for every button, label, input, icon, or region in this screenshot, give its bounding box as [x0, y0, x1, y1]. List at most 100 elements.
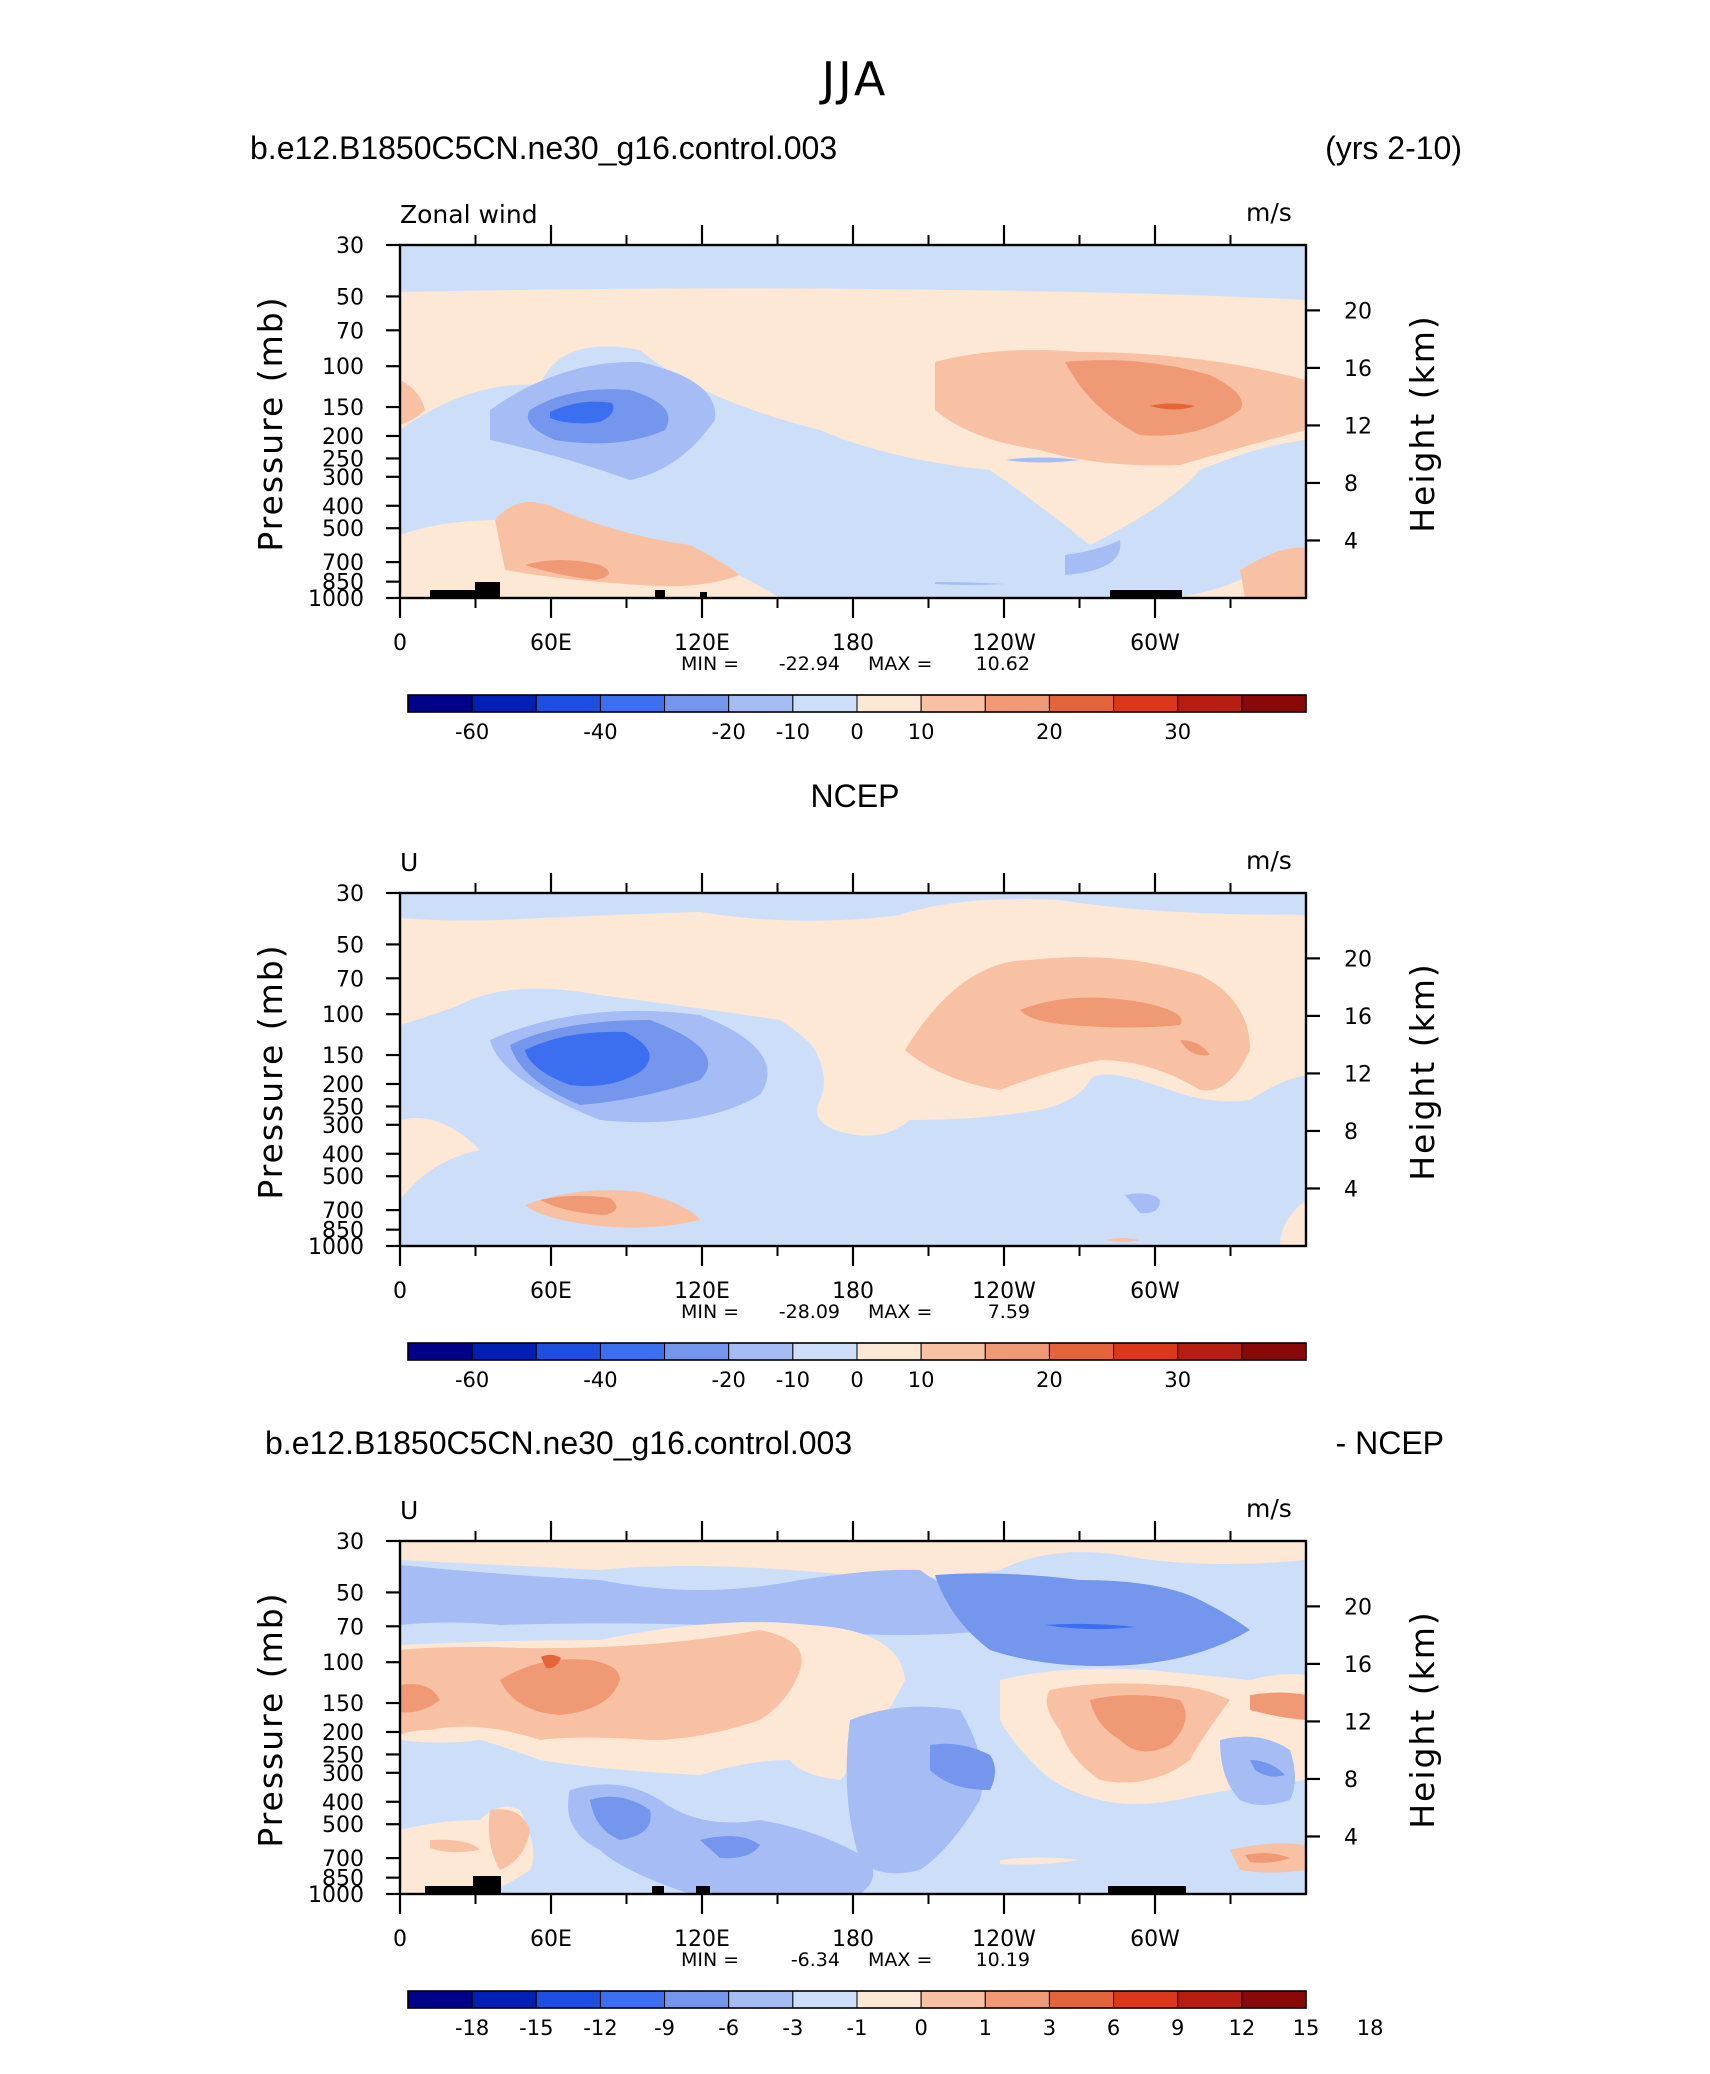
colorbar-frame — [407, 1990, 1307, 2009]
colorbar-label: 0 — [850, 1368, 863, 1392]
y-tick-label: 250 — [322, 447, 364, 472]
colorbar-label: -20 — [712, 1368, 746, 1392]
panel3-plot — [398, 1539, 1308, 1896]
y-tick-label: 300 — [322, 1762, 364, 1787]
colorbar-label: 0 — [914, 2016, 927, 2040]
colorbar-swatch — [1048, 1342, 1115, 1361]
colorbar-label: 10 — [908, 720, 935, 744]
y-axis-label: Pressure (mb) — [251, 1591, 290, 1847]
colorbar-swatch — [1241, 1990, 1307, 2009]
y-tick-label: 1000 — [308, 1883, 364, 1908]
colorbar-swatch — [471, 1990, 537, 2009]
y-tick-label: 30 — [336, 1530, 364, 1555]
colorbar-label: 18 — [1357, 2016, 1384, 2040]
x-tick-label: 60W — [1130, 1927, 1180, 1952]
panel3-units-label: m/s — [1246, 1494, 1292, 1523]
colorbar-swatch — [856, 1342, 922, 1361]
colorbar-label: -40 — [583, 1368, 617, 1392]
y-tick-label: 250 — [322, 1095, 364, 1120]
axes-layer: Zonal wind m/s0 60E 120E 180 120W 60W305070100… — [251, 198, 1442, 2040]
colorbar-swatch — [728, 1342, 794, 1361]
x-tick-label: 0 — [393, 1927, 407, 1952]
colorbar-frame — [407, 694, 1307, 713]
y2-tick-label: 16 — [1344, 1653, 1372, 1678]
colorbar-swatch — [664, 1990, 730, 2009]
colorbar-swatch — [407, 1990, 473, 2009]
y-axis-label: Pressure (mb) — [251, 295, 290, 551]
max-label: MAX = — [868, 1301, 932, 1323]
y-tick-label: 700 — [322, 1199, 364, 1224]
colorbar-swatch — [535, 694, 601, 713]
colorbar-swatch — [856, 694, 922, 713]
y-tick-label: 200 — [322, 1721, 364, 1746]
colorbar-swatch — [471, 1342, 537, 1361]
y-tick-label: 200 — [322, 1073, 364, 1098]
colorbar-label: 30 — [1164, 720, 1191, 744]
y-tick-label: 70 — [336, 319, 364, 344]
panel2-title: NCEP — [810, 778, 900, 814]
colorbar-swatch — [664, 694, 730, 713]
colorbar-swatch — [792, 1990, 858, 2009]
y-tick-label: 500 — [322, 1165, 364, 1190]
y-tick-label: 850 — [322, 1219, 364, 1244]
colorbar-label: 12 — [1228, 2016, 1255, 2040]
colorbar-swatch — [407, 1342, 473, 1361]
x-tick-label: 60E — [530, 1279, 572, 1304]
colorbar-swatch — [920, 1990, 986, 2009]
y2-tick-label: 16 — [1344, 357, 1372, 382]
min-value: -28.09 — [779, 1301, 840, 1323]
y2-axis-label: Height (km) — [1403, 314, 1442, 533]
colorbar-swatch — [599, 1342, 666, 1361]
y-tick-label: 1000 — [308, 587, 364, 612]
colorbar-label: 0 — [850, 720, 863, 744]
colorbar-swatch — [984, 1342, 1050, 1361]
y-tick-label: 70 — [336, 1615, 364, 1640]
colorbar-label: -10 — [776, 720, 810, 744]
y2-tick-label: 20 — [1344, 1595, 1372, 1620]
y-tick-label: 30 — [336, 234, 364, 259]
x-tick-label: 180 — [832, 631, 874, 656]
max-label: MAX = — [868, 1949, 932, 1971]
min-label: MIN = — [681, 653, 739, 675]
panel2-units-label: m/s — [1246, 846, 1292, 875]
colorbar-swatch — [1177, 1990, 1243, 2009]
y2-tick-label: 4 — [1344, 529, 1358, 554]
min-label: MIN = — [681, 1301, 739, 1323]
y-tick-label: 700 — [322, 551, 364, 576]
colorbar-label: -60 — [455, 1368, 489, 1392]
colorbar-swatch — [984, 694, 1050, 713]
colorbar-swatch — [471, 694, 537, 713]
colorbar-swatch — [792, 694, 858, 713]
y-tick-label: 850 — [322, 1867, 364, 1892]
y-tick-label: 100 — [322, 1003, 364, 1028]
colorbar-label: -6 — [718, 2016, 739, 2040]
x-tick-label: 120E — [674, 1279, 730, 1304]
x-tick-label: 60E — [530, 631, 572, 656]
panel2-variable-label: U — [400, 848, 418, 877]
colorbar-swatch — [407, 694, 473, 713]
y-tick-label: 50 — [336, 1581, 364, 1606]
y-tick-label: 70 — [336, 967, 364, 992]
y-tick-label: 200 — [322, 425, 364, 450]
y2-tick-label: 8 — [1344, 1768, 1358, 1793]
min-label: MIN = — [681, 1949, 739, 1971]
y2-tick-label: 4 — [1344, 1825, 1358, 1850]
panel2-plot — [398, 891, 1308, 1248]
x-tick-label: 120W — [972, 1279, 1036, 1304]
colorbar-label: 30 — [1164, 1368, 1191, 1392]
y-tick-label: 500 — [322, 517, 364, 542]
colorbar-label: 9 — [1171, 2016, 1184, 2040]
x-tick-label: 180 — [832, 1279, 874, 1304]
y2-tick-label: 12 — [1344, 1710, 1372, 1735]
y2-tick-label: 12 — [1344, 1062, 1372, 1087]
colorbar-label: 1 — [979, 2016, 992, 2040]
x-tick-label: 120E — [674, 1927, 730, 1952]
x-tick-label: 0 — [393, 631, 407, 656]
x-tick-label: 180 — [832, 1927, 874, 1952]
y-tick-label: 300 — [322, 1114, 364, 1139]
panel3-left-title: b.e12.B1850C5CN.ne30_g16.control.003 — [265, 1425, 853, 1461]
colorbar-label: -9 — [654, 2016, 675, 2040]
y2-tick-label: 8 — [1344, 472, 1358, 497]
y-tick-label: 700 — [322, 1847, 364, 1872]
y2-axis-label: Height (km) — [1403, 962, 1442, 1181]
